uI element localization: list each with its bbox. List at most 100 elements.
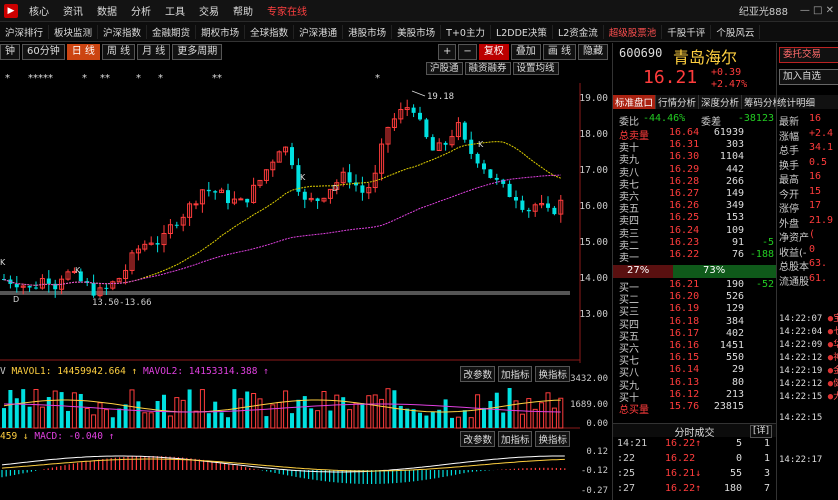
order-trade-button[interactable]: 委托交易: [779, 47, 838, 63]
username[interactable]: 纪亚光888: [738, 7, 788, 18]
nav-item[interactable]: L2资金流: [553, 24, 604, 39]
tick-count: 1: [763, 438, 770, 449]
nav-item[interactable]: 全球指数: [245, 24, 295, 39]
order-book-row[interactable]: 买九 16.13 80: [613, 377, 776, 392]
ask-book: 总卖量 16.64 61939 卖十 16.31 303 卖九 16.30 1104 卖八 16.2…: [613, 127, 776, 264]
period-monthly-tab[interactable]: 月 线: [137, 44, 171, 60]
news-item[interactable]: 14:22:04 ●七: [779, 324, 838, 337]
tick-row[interactable]: :27 16.22↑ 180 7: [613, 483, 776, 498]
order-book-row[interactable]: 卖十 16.31 303: [613, 139, 776, 154]
order-book-row[interactable]: 卖四 16.25 153: [613, 212, 776, 227]
nav-item[interactable]: 港股市场: [343, 24, 393, 39]
order-book-row[interactable]: 买五 16.17 402: [613, 328, 776, 343]
tick-row[interactable]: :25 16.21↓ 55 3: [613, 468, 776, 483]
news-item[interactable]: 14:22:07 ●宝: [779, 311, 838, 324]
window-controls[interactable]: — □ ✕: [799, 5, 834, 16]
period-minute-tab[interactable]: 钟: [0, 44, 20, 60]
add-watchlist-button[interactable]: 加入自选: [779, 69, 838, 85]
nav-item[interactable]: 千股千评: [662, 24, 712, 39]
event-star[interactable]: *: [136, 73, 141, 84]
order-book-row[interactable]: 买四 16.18 384: [613, 316, 776, 331]
menu-item-help[interactable]: 帮助: [233, 7, 253, 18]
candle-up: [180, 216, 186, 226]
nav-item[interactable]: 板块监测: [49, 24, 99, 39]
order-book-row[interactable]: 买三 16.19 129: [613, 303, 776, 318]
menu-item-trade[interactable]: 交易: [199, 7, 219, 18]
event-star[interactable]: *****: [28, 73, 53, 84]
order-book-row[interactable]: 卖六 16.27 149: [613, 188, 776, 203]
ticks-detail-button[interactable]: [详]: [749, 425, 772, 438]
tick-row[interactable]: 14:21 16.22↑ 5 1: [613, 438, 776, 453]
news-item[interactable]: 14:22:12 ●神: [779, 350, 838, 363]
nav-item[interactable]: T+0主力: [441, 24, 491, 39]
macd-switch-indicator-button[interactable]: 换指标: [535, 431, 570, 447]
nav-item[interactable]: 个股风云: [711, 24, 761, 39]
order-book-row[interactable]: 卖一 16.22 76 -188: [613, 249, 776, 264]
period-more-tab[interactable]: 更多周期: [172, 44, 223, 60]
event-star[interactable]: *: [5, 73, 10, 84]
event-star[interactable]: *: [158, 73, 163, 84]
volume-edit-params-button[interactable]: 改参数: [460, 366, 495, 382]
news-item[interactable]: 14:22:15 ●大: [779, 389, 838, 402]
zoom-out-button[interactable]: −: [458, 44, 477, 60]
tab-depth-analysis[interactable]: 深度分析: [699, 95, 743, 109]
event-star[interactable]: **: [212, 73, 222, 84]
nav-item[interactable]: 沪深指数: [98, 24, 148, 39]
event-star[interactable]: *: [375, 73, 380, 84]
hk-connect-button[interactable]: 沪股通: [426, 62, 463, 75]
order-book-row[interactable]: 卖八 16.29 442: [613, 164, 776, 179]
event-star[interactable]: **: [100, 73, 110, 84]
volume-switch-indicator-button[interactable]: 换指标: [535, 366, 570, 382]
order-book-row[interactable]: 买八 16.14 29: [613, 364, 776, 379]
margin-trading-button[interactable]: 融资融券: [464, 62, 511, 75]
hide-button[interactable]: 隐藏: [578, 44, 608, 60]
nav-item[interactable]: 金融期货: [147, 24, 197, 39]
period-60min-tab[interactable]: 60分钟: [22, 44, 65, 60]
menu-item-tools[interactable]: 工具: [165, 7, 185, 18]
tab-market-analysis[interactable]: 行情分析: [656, 95, 700, 109]
event-star[interactable]: *: [82, 73, 87, 84]
news-item[interactable]: 14:22:19 ●金: [779, 363, 838, 376]
menu-item-core[interactable]: 核心: [29, 7, 49, 18]
adjust-rights-button[interactable]: 复权: [478, 44, 509, 60]
menu-item-news[interactable]: 资讯: [63, 7, 83, 18]
tab-statistics-detail[interactable]: 统计明细: [777, 95, 838, 109]
order-book-row[interactable]: 卖二 16.23 91 -5: [613, 237, 776, 252]
volume-add-indicator-button[interactable]: 加指标: [497, 366, 533, 382]
nav-item[interactable]: 超级股票池: [604, 24, 663, 39]
nav-item[interactable]: 沪深排行: [0, 24, 50, 39]
candlestick-chart[interactable]: 19.18 13.50-13.66 K K K K D D: [0, 83, 610, 363]
order-book-row[interactable]: 卖三 16.24 109: [613, 225, 776, 240]
order-book-row[interactable]: 买七 16.15 550: [613, 352, 776, 367]
expert-online-button[interactable]: 专家在线: [267, 7, 307, 18]
zoom-in-button[interactable]: +: [438, 44, 457, 60]
order-book-row[interactable]: 卖七 16.28 266: [613, 176, 776, 191]
menu-item-analysis[interactable]: 分析: [131, 7, 151, 18]
order-book-row[interactable]: 卖九 16.30 1104: [613, 151, 776, 166]
nav-item[interactable]: 期权市场: [196, 24, 246, 39]
order-book-row[interactable]: 买六 16.16 1451: [613, 340, 776, 355]
macd-edit-params-button[interactable]: 改参数: [460, 431, 495, 447]
news-item[interactable]: 14:22:09 ●华: [779, 337, 838, 350]
order-book-row[interactable]: 卖五 16.26 349: [613, 200, 776, 215]
menu-item-data[interactable]: 数据: [97, 7, 117, 18]
period-daily-tab[interactable]: 日 线: [66, 44, 100, 60]
macd-add-indicator-button[interactable]: 加指标: [497, 431, 533, 447]
news-item[interactable]: 14:22:12 ●健: [779, 376, 838, 389]
market-nav-bar: 沪深排行 板块监测 沪深指数 金融期货 期权市场 全球指数 沪深港通 港股市场 美股市场 T+0主…: [0, 22, 838, 42]
macd-chart[interactable]: [0, 444, 580, 500]
tab-order-book[interactable]: 标准盘口: [613, 95, 657, 109]
tick-volume: 180: [723, 483, 742, 494]
draw-line-button[interactable]: 画 线: [542, 44, 576, 60]
nav-item[interactable]: 沪深港通: [294, 24, 344, 39]
order-book-row[interactable]: 买一 16.21 190 -52: [613, 279, 776, 294]
period-weekly-tab[interactable]: 周 线: [101, 44, 136, 60]
overlay-button[interactable]: 叠加: [510, 44, 541, 60]
ma-settings-button[interactable]: 设置均线: [512, 62, 559, 75]
nav-item[interactable]: L2DDE决策: [491, 24, 553, 39]
tick-row[interactable]: :22 16.22 0 1: [613, 453, 776, 468]
volume-chart[interactable]: [0, 379, 580, 429]
nav-item[interactable]: 美股市场: [392, 24, 442, 39]
order-book-row[interactable]: 买二 16.20 526: [613, 291, 776, 306]
order-book-row[interactable]: 买十 16.12 213: [613, 389, 776, 404]
